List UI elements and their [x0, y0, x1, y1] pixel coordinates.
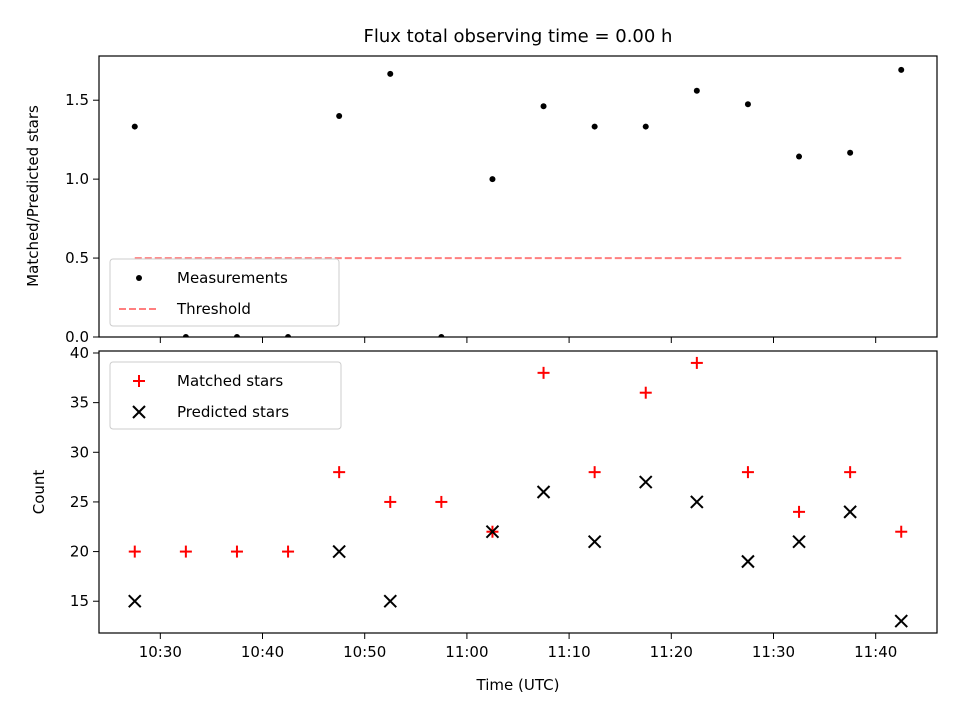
measurements-point	[744, 101, 751, 108]
bottom-legend: Matched stars Predicted stars	[109, 361, 342, 430]
measurements-point	[693, 87, 700, 94]
top-y-tick-label: 1.0	[65, 170, 89, 188]
top-y-tick-label: 0.5	[65, 249, 89, 267]
predicted-stars-point	[128, 594, 142, 608]
x-tick-label: 11:10	[547, 643, 590, 661]
predicted-stars-point	[485, 525, 500, 539]
top-legend: Measurements Threshold	[109, 258, 340, 327]
predicted-stars-legend-label: Predicted stars	[177, 403, 289, 421]
matched-stars-point	[384, 495, 397, 508]
predicted-stars-point	[843, 505, 857, 519]
matched-stars-point	[128, 545, 141, 558]
measurements-point	[336, 112, 343, 119]
x-tick-label: 11:30	[752, 643, 795, 661]
top-panel: 0.0 0.5 1.0 1.5 Measurements Threshold	[65, 55, 938, 346]
matched-stars-point	[537, 366, 550, 379]
measurements-point	[489, 176, 496, 183]
matched-stars-point	[435, 495, 448, 508]
matched-stars-legend-label: Matched stars	[177, 372, 283, 390]
matched-stars-point	[639, 386, 652, 399]
measurements-point	[540, 103, 547, 110]
measurements-point	[387, 70, 394, 77]
matched-stars-point	[179, 545, 192, 558]
matched-stars-point	[895, 525, 908, 538]
matched-stars-point	[690, 356, 703, 369]
bottom-y-tick-label: 25	[70, 493, 89, 511]
predicted-stars-point	[536, 485, 551, 499]
x-tick-label: 11:20	[650, 643, 693, 661]
matched-stars-legend-handle	[133, 375, 145, 387]
matched-stars-point	[282, 545, 295, 558]
measurements-point	[898, 66, 905, 73]
matched-stars-point	[333, 466, 346, 479]
chart-title: Flux total observing time = 0.00 h	[364, 26, 673, 47]
bottom-y-tick-label: 40	[70, 344, 89, 362]
matched-stars-point	[588, 466, 601, 479]
predicted-stars-point	[639, 475, 653, 489]
measurements-legend-handle	[136, 275, 142, 281]
matched-stars-point	[741, 466, 754, 479]
predicted-stars-point	[587, 534, 602, 549]
measurements-point	[233, 334, 240, 337]
x-axis-label: Time (UTC)	[476, 676, 560, 694]
predicted-stars-point	[894, 614, 908, 628]
top-y-tick-label: 1.5	[65, 91, 89, 109]
bottom-y-tick-label: 15	[70, 592, 89, 610]
measurements-point	[438, 334, 445, 337]
matched-stars-point	[230, 545, 243, 558]
measurements-point	[796, 153, 803, 160]
predicted-stars-point	[332, 544, 346, 559]
bottom-y-tick-label: 35	[70, 394, 89, 412]
bottom-y-axis-label: Count	[30, 470, 48, 515]
measurements-point	[131, 123, 138, 130]
predicted-stars-point	[690, 495, 704, 509]
x-tick-label: 10:40	[241, 643, 284, 661]
measurements-point	[182, 334, 189, 337]
matched-stars-point	[793, 505, 806, 518]
x-tick-label: 10:50	[343, 643, 386, 661]
top-plot-frame	[98, 55, 938, 338]
predicted-stars-point	[792, 534, 806, 549]
measurements-point	[642, 123, 649, 130]
bottom-panel: 15 20 25 30 35 40 10:30 10:40 10:50 11:00 11:10 11:…	[70, 344, 938, 661]
top-y-tick-label: 0.0	[65, 328, 89, 346]
x-tick-label: 11:40	[854, 643, 897, 661]
threshold-legend-label: Threshold	[176, 300, 251, 318]
bottom-y-tick-label: 20	[70, 543, 89, 561]
x-tick-label: 10:30	[139, 643, 182, 661]
matched-stars-point	[844, 466, 857, 479]
measurements-point	[285, 334, 292, 337]
bottom-plot-frame	[98, 350, 938, 634]
top-y-axis-label: Matched/Predicted stars	[24, 105, 42, 287]
measurements-point	[847, 149, 854, 156]
measurements-legend-label: Measurements	[177, 269, 288, 287]
predicted-stars-point	[383, 594, 397, 608]
x-tick-label: 11:00	[445, 643, 488, 661]
bottom-y-tick-label: 30	[70, 443, 89, 461]
predicted-stars-legend-handle	[132, 405, 146, 419]
measurements-point	[591, 123, 598, 130]
predicted-stars-point	[741, 554, 755, 569]
